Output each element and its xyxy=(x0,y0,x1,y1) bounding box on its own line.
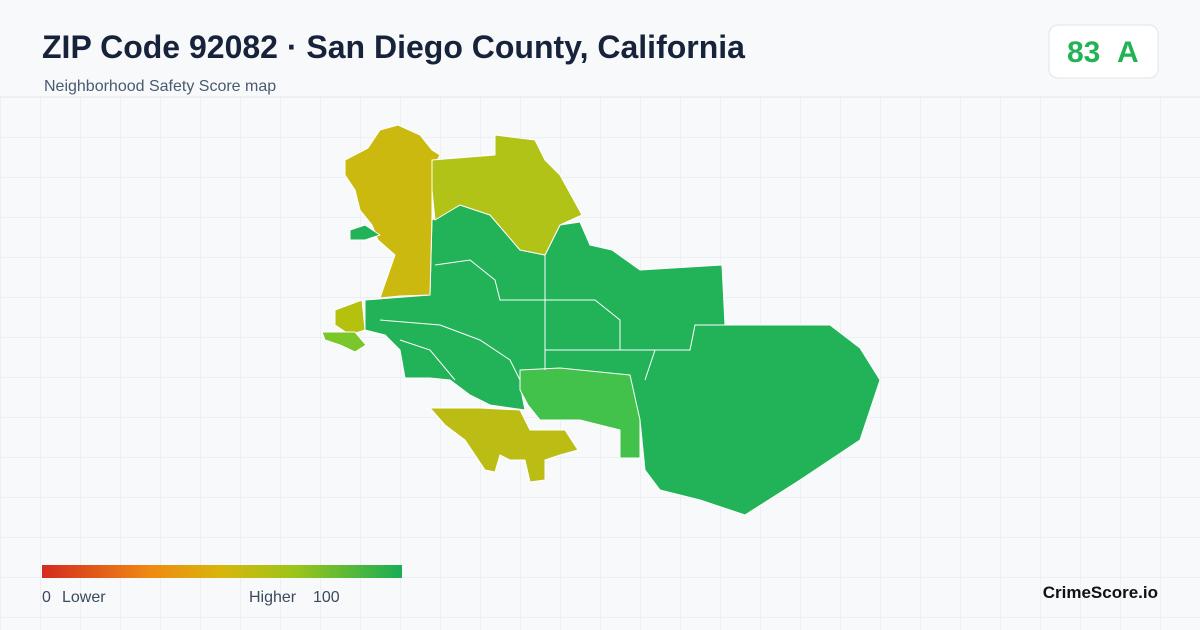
map-region xyxy=(431,134,583,256)
brand: CrimeScore.io xyxy=(1043,583,1158,602)
legend-max: 100 xyxy=(313,589,340,606)
legend-max-label: Higher xyxy=(249,589,297,606)
map-region xyxy=(429,407,579,483)
score-badge xyxy=(1048,24,1159,79)
legend-scale xyxy=(42,565,402,578)
map-region xyxy=(334,299,366,336)
map-region xyxy=(364,204,881,516)
score-value: 83 xyxy=(1067,36,1100,69)
legend-min-label: Lower xyxy=(62,589,106,606)
map-region xyxy=(321,331,367,353)
map xyxy=(321,124,881,516)
title: ZIP Code 92082 · San Diego County, Calif… xyxy=(42,29,745,65)
score-grade: A xyxy=(1117,36,1139,69)
region-borders xyxy=(379,255,725,381)
map-region xyxy=(344,124,441,299)
legend-min: 0 xyxy=(42,589,51,606)
map-region xyxy=(349,224,381,241)
subtitle: Neighborhood Safety Score map xyxy=(44,78,276,95)
map-region xyxy=(519,367,641,459)
